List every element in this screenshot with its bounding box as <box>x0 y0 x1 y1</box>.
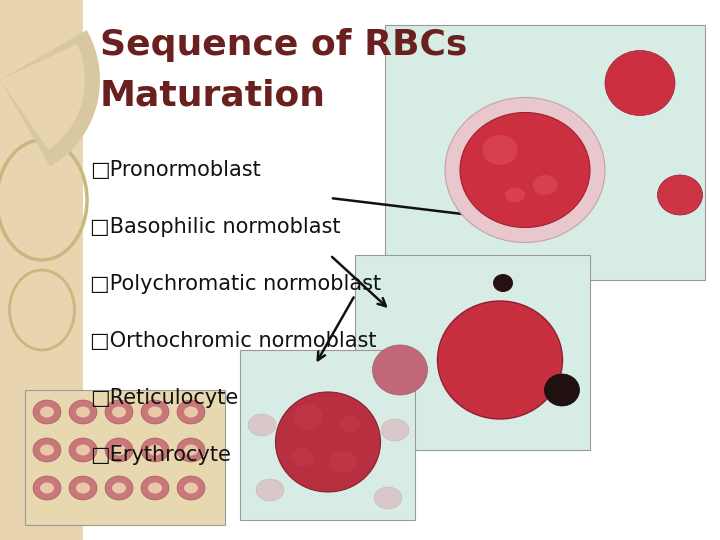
Ellipse shape <box>292 448 314 466</box>
Ellipse shape <box>177 476 205 500</box>
Ellipse shape <box>76 407 90 417</box>
Ellipse shape <box>184 483 198 494</box>
Ellipse shape <box>276 392 380 492</box>
Ellipse shape <box>105 476 133 500</box>
Ellipse shape <box>544 374 580 406</box>
Ellipse shape <box>148 483 162 494</box>
Text: □Pronormoblast: □Pronormoblast <box>90 160 261 180</box>
Ellipse shape <box>76 483 90 494</box>
Wedge shape <box>0 44 85 150</box>
Ellipse shape <box>40 407 54 417</box>
Ellipse shape <box>605 51 675 116</box>
Text: □Reticulocyte: □Reticulocyte <box>90 388 238 408</box>
Ellipse shape <box>105 400 133 424</box>
Bar <box>0 0 83 540</box>
Ellipse shape <box>40 483 54 494</box>
Wedge shape <box>0 30 100 167</box>
Bar <box>355 255 590 450</box>
Ellipse shape <box>293 404 323 429</box>
Ellipse shape <box>505 187 525 202</box>
Text: □Polychromatic normoblast: □Polychromatic normoblast <box>90 274 381 294</box>
Ellipse shape <box>112 483 126 494</box>
Ellipse shape <box>69 476 97 500</box>
Ellipse shape <box>33 438 61 462</box>
Ellipse shape <box>381 419 409 441</box>
Ellipse shape <box>33 400 61 424</box>
Ellipse shape <box>493 274 513 292</box>
Ellipse shape <box>148 407 162 417</box>
Ellipse shape <box>340 415 360 433</box>
Ellipse shape <box>329 451 357 473</box>
Text: □Basophilic normoblast: □Basophilic normoblast <box>90 217 341 237</box>
Text: Sequence of RBCs: Sequence of RBCs <box>100 28 467 62</box>
Bar <box>385 25 705 280</box>
Ellipse shape <box>184 407 198 417</box>
Ellipse shape <box>256 479 284 501</box>
Ellipse shape <box>177 438 205 462</box>
Ellipse shape <box>445 98 605 242</box>
Text: Maturation: Maturation <box>100 78 326 112</box>
Bar <box>25 390 225 525</box>
Ellipse shape <box>184 444 198 456</box>
Ellipse shape <box>248 414 276 436</box>
Ellipse shape <box>40 444 54 456</box>
Text: □Erythrocyte: □Erythrocyte <box>90 445 231 465</box>
Ellipse shape <box>33 476 61 500</box>
Ellipse shape <box>76 444 90 456</box>
Ellipse shape <box>112 444 126 456</box>
Ellipse shape <box>69 400 97 424</box>
Ellipse shape <box>482 135 518 165</box>
Ellipse shape <box>141 400 169 424</box>
Ellipse shape <box>141 438 169 462</box>
Ellipse shape <box>372 345 428 395</box>
Ellipse shape <box>438 301 562 419</box>
Text: □Orthochromic normoblast: □Orthochromic normoblast <box>90 331 377 351</box>
Ellipse shape <box>460 112 590 227</box>
Ellipse shape <box>148 444 162 456</box>
Ellipse shape <box>533 175 557 195</box>
Ellipse shape <box>141 476 169 500</box>
Ellipse shape <box>112 407 126 417</box>
Ellipse shape <box>177 400 205 424</box>
Ellipse shape <box>657 175 703 215</box>
Bar <box>240 350 415 520</box>
Ellipse shape <box>69 438 97 462</box>
Ellipse shape <box>374 487 402 509</box>
Ellipse shape <box>105 438 133 462</box>
